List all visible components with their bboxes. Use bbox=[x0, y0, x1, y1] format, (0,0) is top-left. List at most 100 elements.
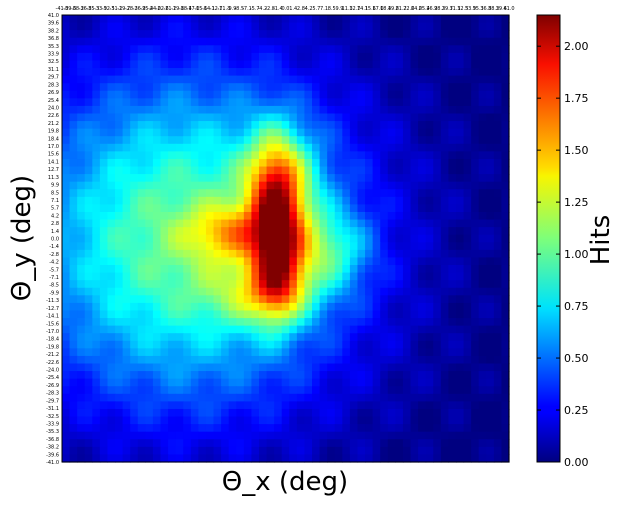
heatmap-cell bbox=[289, 265, 298, 274]
heatmap-cell bbox=[486, 431, 495, 440]
heatmap-cell bbox=[281, 227, 290, 236]
heatmap-cell bbox=[168, 393, 177, 402]
heatmap-cell bbox=[455, 355, 465, 365]
heatmap-cell bbox=[77, 204, 86, 213]
heatmap-cell bbox=[349, 446, 359, 456]
heatmap-cell bbox=[92, 287, 101, 296]
heatmap-cell bbox=[380, 136, 389, 145]
heatmap-cell bbox=[160, 68, 169, 77]
heatmap-cell bbox=[365, 151, 374, 160]
heatmap-cell bbox=[145, 45, 154, 54]
heatmap-cell bbox=[365, 401, 374, 410]
heatmap-cell bbox=[365, 22, 374, 31]
heatmap-cell bbox=[115, 22, 124, 31]
heatmap-cell bbox=[312, 174, 321, 183]
heatmap-cell bbox=[493, 30, 503, 39]
heatmap-cell bbox=[130, 272, 139, 281]
heatmap-cell bbox=[130, 333, 139, 342]
heatmap-cell bbox=[183, 287, 192, 296]
heatmap-cell bbox=[471, 424, 480, 433]
y-tick-label: -2.8 bbox=[49, 252, 59, 258]
heatmap-cell bbox=[69, 272, 78, 281]
heatmap-cell bbox=[107, 52, 116, 62]
heatmap-cell bbox=[387, 401, 396, 410]
heatmap-cell bbox=[228, 136, 237, 145]
heatmap-cell bbox=[493, 439, 503, 448]
heatmap-cell bbox=[69, 90, 78, 99]
y-tick-label: 17.0 bbox=[48, 144, 59, 150]
heatmap-cell bbox=[395, 98, 404, 107]
heatmap-cell bbox=[107, 37, 116, 46]
heatmap-cell bbox=[251, 113, 260, 122]
heatmap-cell bbox=[92, 60, 101, 69]
heatmap-cell bbox=[410, 60, 419, 69]
heatmap-cell bbox=[228, 363, 237, 372]
heatmap-cell bbox=[115, 75, 124, 84]
heatmap-cell bbox=[160, 227, 169, 236]
heatmap-cell bbox=[319, 136, 328, 145]
heatmap-cell bbox=[168, 302, 177, 312]
heatmap-cell bbox=[327, 98, 336, 107]
x-tick-label: 5.7 bbox=[312, 6, 320, 12]
heatmap-cell bbox=[486, 310, 495, 319]
heatmap-cell bbox=[228, 408, 237, 418]
heatmap-cell bbox=[69, 318, 78, 327]
heatmap-cell bbox=[387, 83, 396, 92]
heatmap-cell bbox=[327, 151, 336, 160]
heatmap-cell bbox=[395, 310, 404, 319]
heatmap-cell bbox=[402, 280, 412, 289]
heatmap-cell bbox=[62, 446, 71, 456]
heatmap-cell bbox=[115, 272, 124, 281]
heatmap-cell bbox=[107, 158, 116, 168]
heatmap-cell bbox=[190, 363, 199, 372]
heatmap-cell bbox=[183, 113, 192, 122]
heatmap-cell bbox=[77, 181, 86, 190]
x-tick-label: 29.7 bbox=[442, 6, 453, 12]
heatmap-cell bbox=[365, 196, 374, 206]
heatmap-cell bbox=[92, 83, 101, 92]
heatmap-cell bbox=[342, 158, 351, 168]
heatmap-cell bbox=[478, 166, 487, 175]
heatmap-cell bbox=[62, 113, 71, 122]
heatmap-cell bbox=[274, 325, 283, 334]
heatmap-cell bbox=[175, 408, 184, 418]
heatmap-cell bbox=[62, 75, 71, 84]
x-tick-label: 11.3 bbox=[342, 6, 353, 12]
heatmap-cell bbox=[190, 75, 199, 84]
heatmap-cell bbox=[327, 378, 336, 387]
heatmap-cell bbox=[440, 234, 449, 243]
colorbar-tick-label: 0.00 bbox=[564, 456, 589, 469]
heatmap-cell bbox=[122, 45, 131, 54]
heatmap-cell bbox=[418, 136, 427, 145]
heatmap-cell bbox=[342, 378, 351, 387]
heatmap-cell bbox=[168, 136, 177, 145]
heatmap-cell bbox=[213, 219, 222, 228]
heatmap-cell bbox=[69, 166, 78, 175]
heatmap-cell bbox=[433, 37, 442, 46]
heatmap-cell bbox=[62, 227, 71, 236]
heatmap-cell bbox=[236, 52, 245, 62]
heatmap-cell bbox=[463, 287, 472, 296]
heatmap-cell bbox=[433, 386, 442, 395]
heatmap-cell bbox=[478, 128, 487, 137]
x-tick-label: -25.4 bbox=[140, 6, 153, 12]
heatmap-cell bbox=[440, 219, 449, 228]
heatmap-cell bbox=[425, 318, 434, 327]
heatmap-cell bbox=[77, 219, 86, 228]
heatmap-cell bbox=[115, 265, 124, 274]
heatmap-cell bbox=[84, 272, 93, 281]
heatmap-cell bbox=[327, 90, 336, 99]
heatmap-cell bbox=[243, 143, 253, 152]
heatmap-cell bbox=[296, 83, 306, 92]
heatmap-cell bbox=[175, 136, 184, 145]
y-tick-label: -11.3 bbox=[46, 298, 59, 304]
heatmap-cell bbox=[296, 211, 306, 221]
heatmap-cell bbox=[130, 196, 139, 206]
heatmap-cell bbox=[99, 211, 109, 221]
heatmap-cell bbox=[387, 340, 396, 349]
heatmap-cell bbox=[160, 121, 169, 130]
heatmap-cell bbox=[115, 408, 124, 418]
heatmap-cell bbox=[258, 196, 268, 206]
heatmap-cell bbox=[99, 302, 109, 312]
